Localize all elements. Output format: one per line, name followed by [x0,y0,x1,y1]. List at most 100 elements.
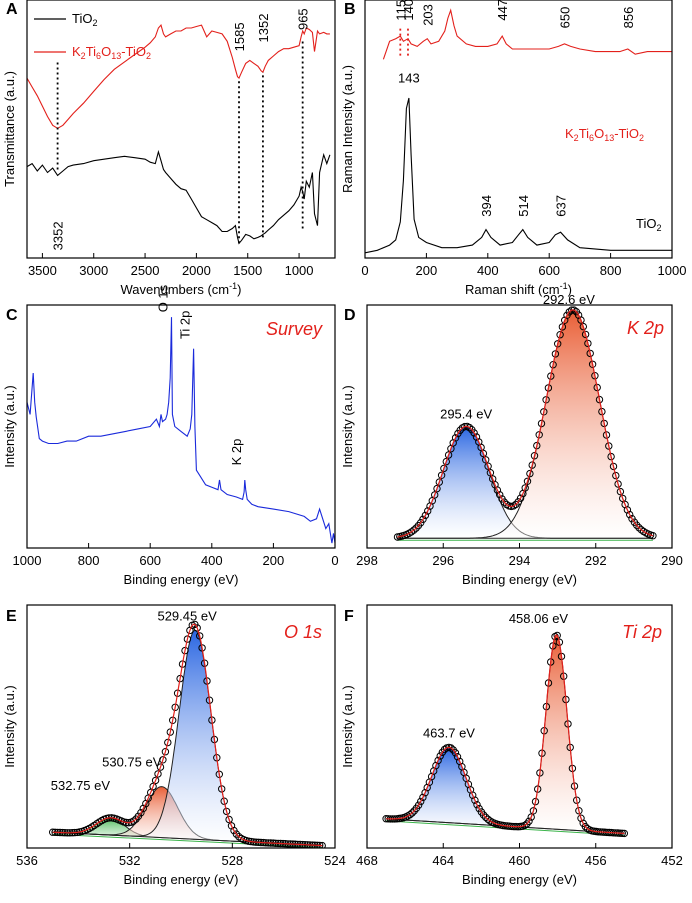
data-point [523,477,532,485]
plot-area-E [49,620,326,848]
data-point [193,624,201,632]
series-label-1-part: 2 [574,133,579,143]
data-point [442,457,450,466]
panel-label-A: A [6,1,18,18]
peak-label: 203 [420,4,435,26]
fit-envelope [52,623,323,847]
data-point [623,506,632,514]
series-label-1-part: 2 [639,133,644,143]
data-point [421,511,430,520]
annotation-label: 3352 [51,221,66,250]
x-tick-label: 2500 [131,263,160,278]
series-line-TiO2 [27,149,331,245]
peak-label: 292.6 eV [543,292,595,307]
data-point [407,528,416,536]
peak-label: 856 [621,7,636,29]
data-point [431,491,439,499]
data-point [421,789,429,797]
axes-frame [26,304,336,549]
y-axis-label: Intensity (a.u.) [2,385,17,467]
data-point [526,469,534,478]
x-tick-label: 3000 [79,263,108,278]
x-tick-label: 296 [432,553,454,568]
data-point [554,340,562,348]
x-tick-label: 400 [201,553,223,568]
data-point [419,515,427,523]
x-tick-label: 532 [119,853,141,868]
data-point [471,796,479,804]
data-point [222,807,231,816]
peak-label: O 1s [155,284,170,312]
panel-D: 295.4 eV 292.6 eV K 2p 298 296 294 292 290 Bindi… [340,292,683,587]
panel-F: 463.7 eV 458.06 eV Ti 2p 468 464 460 456 452 Bin… [340,604,683,887]
annotation-label: 1352 [256,14,271,43]
data-point [616,487,625,496]
peak-label: 143 [398,71,420,86]
data-point [493,486,502,494]
data-point [129,817,138,825]
data-point [440,464,448,473]
data-point [183,635,192,643]
data-point [605,442,613,450]
data-point [486,469,495,477]
plot-area-D [393,306,657,541]
x-tick-label: 468 [356,853,378,868]
data-point [410,526,418,534]
data-point [408,809,416,817]
data-point [551,350,560,358]
data-point [514,498,522,506]
data-point [586,349,594,358]
panel-label-C: C [6,307,18,324]
series-label-1: K2Ti6O13-TiO2 [565,126,644,143]
legend-label: K2Ti6O13-TiO2 [72,44,151,61]
panel-label-E: E [6,608,17,625]
data-point [575,807,583,815]
y-axis-label: Intensity (a.u.) [340,385,355,467]
panel-title: K 2p [627,318,664,338]
data-point [453,753,462,761]
axes-frame [26,604,336,849]
x-tick-label: 452 [661,853,683,868]
x-axis-label: Wavenumbers (cm-1) [121,281,242,297]
plot-area-A [27,23,331,245]
data-point [159,756,167,764]
data-point [581,330,590,339]
peak-fill [386,747,625,834]
peak-label: 650 [558,7,573,29]
data-point [496,491,504,499]
peak-fill [386,635,625,834]
legend-label: TiO2 [72,11,97,28]
data-point [521,484,529,492]
data-point [181,646,189,655]
data-point [412,524,420,532]
data-point [549,361,557,369]
peak-label: Ti 2p [178,311,193,339]
x-tick-label: 1000 [658,263,687,278]
data-point [451,749,460,757]
data-point [556,331,564,339]
data-point [451,434,460,442]
series-label-1-part: Ti [579,126,589,141]
data-point [417,797,425,806]
data-point [602,431,611,439]
data-point [419,793,427,802]
x-tick-label: 800 [600,263,622,278]
data-point [479,811,488,819]
x-tick-label: 200 [263,553,285,568]
data-point [137,809,145,817]
series-label-1-part: 13 [604,133,614,143]
annotation-label: 965 [296,8,311,30]
series-label-1-part: K [565,126,574,141]
data-point [225,815,233,824]
annotation-label: 1585 [232,22,247,51]
x-tick-label: 464 [432,853,454,868]
axes-frame [26,0,336,259]
x-axis-label: Binding energy (eV) [124,872,239,887]
data-point [436,752,444,760]
x-tick-label: 2000 [182,263,211,278]
data-point [196,632,204,640]
x-tick-label: 290 [661,553,683,568]
legend-label-part: K [72,44,81,59]
data-point [619,494,627,503]
